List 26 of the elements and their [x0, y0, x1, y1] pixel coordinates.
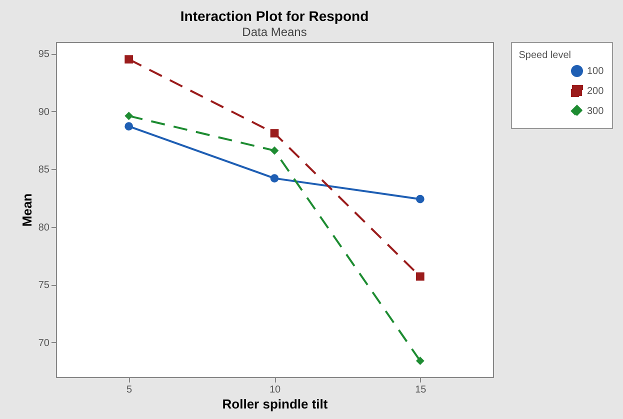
point	[270, 129, 279, 138]
point	[270, 146, 279, 155]
y-tick-label: 70	[38, 338, 50, 349]
chart-title: Interaction Plot for Respond	[180, 8, 369, 24]
legend-label: 100	[587, 66, 604, 77]
y-tick-label: 80	[38, 222, 50, 234]
point	[416, 272, 424, 281]
x-tick-label: 15	[415, 384, 427, 396]
y-tick-label: 85	[38, 164, 50, 176]
point	[416, 356, 424, 366]
y-tick-label: 95	[38, 49, 50, 60]
point	[416, 194, 424, 204]
y-tick-label: 75	[38, 280, 50, 292]
point	[270, 174, 279, 182]
legend-label: 300	[587, 106, 604, 117]
x-axis-title: Roller spindle tilt	[222, 396, 328, 412]
point	[124, 122, 134, 130]
y-tick-label: 90	[38, 106, 50, 118]
legend-label: 200	[587, 86, 604, 97]
x-tick-label: 5	[126, 384, 133, 396]
legend-title: Speed level	[518, 50, 571, 61]
x-tick-label: 10	[269, 384, 281, 396]
point	[124, 55, 134, 64]
point	[124, 112, 134, 120]
chart-subtitle: Data Means	[242, 25, 307, 39]
y-axis-title: Mean	[19, 193, 34, 227]
